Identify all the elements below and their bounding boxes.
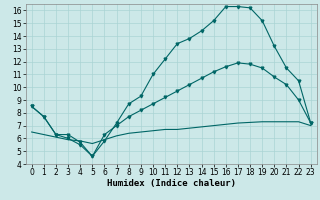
X-axis label: Humidex (Indice chaleur): Humidex (Indice chaleur) <box>107 179 236 188</box>
